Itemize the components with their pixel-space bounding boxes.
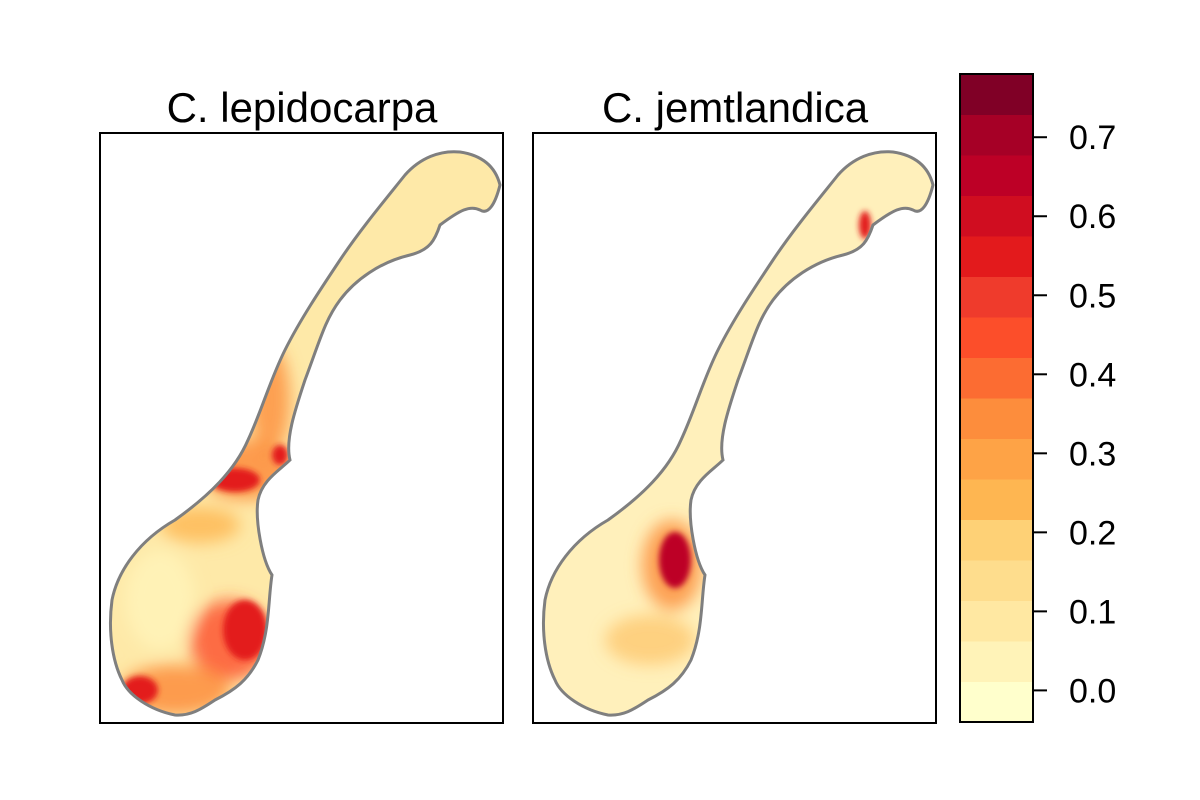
colorbar-band — [960, 398, 1033, 439]
colorbar-band — [960, 600, 1033, 642]
colorbar-frame — [959, 73, 1034, 723]
colorbar-band — [960, 155, 1033, 196]
colorbar-band — [960, 438, 1033, 480]
colorbar-band — [960, 74, 1033, 115]
colorbar-band — [960, 560, 1033, 601]
colorbar-tick-label: 0.3 — [1069, 435, 1116, 473]
map-jemtlandica — [543, 151, 933, 716]
colorbar-band — [960, 519, 1033, 561]
colorbar-band — [960, 357, 1033, 399]
panel-lepidocarpa: C. lepidocarpa — [99, 84, 504, 724]
colorbar-tick-label: 0.0 — [1069, 672, 1116, 710]
colorbar-band — [960, 317, 1033, 358]
colorbar-band — [960, 641, 1033, 682]
colorbar-tick-label: 0.7 — [1069, 119, 1116, 157]
colorbar-tick-label: 0.4 — [1069, 356, 1116, 394]
colorbar-band — [960, 236, 1033, 277]
colorbar-tick-label: 0.2 — [1069, 514, 1116, 552]
colorbar-band — [960, 681, 1033, 723]
panel-title-lepidocarpa: C. lepidocarpa — [167, 84, 438, 131]
colorbar-band — [960, 195, 1033, 237]
colorbar-tick-label: 0.1 — [1069, 593, 1116, 631]
colorbar: 0.0 0.1 0.2 0.3 0.4 0.5 0.6 0.7 — [959, 73, 1116, 723]
panel-frame-jemtlandica — [532, 132, 937, 724]
colorbar-band — [960, 276, 1033, 318]
panel-jemtlandica: C. jemtlandica — [532, 84, 937, 724]
map-lepidocarpa — [110, 151, 500, 716]
colorbar-band — [960, 479, 1033, 520]
colorbar-tick-label: 0.6 — [1069, 198, 1116, 236]
colorbar-band — [960, 114, 1033, 156]
panel-title-jemtlandica: C. jemtlandica — [602, 84, 869, 131]
colorbar-tick-label: 0.5 — [1069, 277, 1116, 315]
panel-frame-lepidocarpa — [99, 132, 504, 724]
